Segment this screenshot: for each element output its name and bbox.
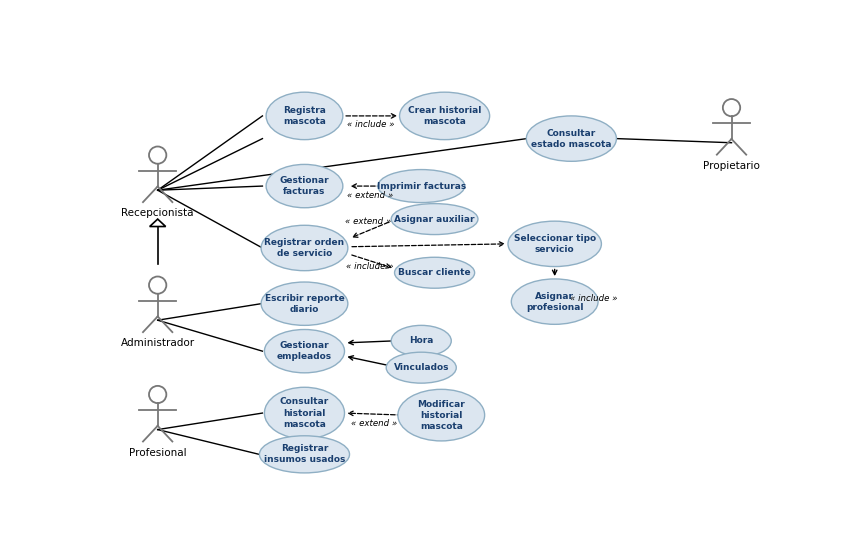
Text: Registrar
insumos usados: Registrar insumos usados	[263, 444, 345, 464]
Text: « include »: « include »	[346, 263, 393, 271]
Ellipse shape	[266, 92, 343, 140]
Text: Recepcionista: Recepcionista	[121, 209, 194, 218]
Ellipse shape	[378, 169, 465, 203]
Text: Gestionar
facturas: Gestionar facturas	[280, 176, 329, 196]
Text: Modificar
historial
mascota: Modificar historial mascota	[418, 399, 465, 431]
Text: Consultar
estado mascota: Consultar estado mascota	[531, 129, 611, 148]
Text: « extend »: « extend »	[347, 191, 393, 199]
Text: Asignar
profesional: Asignar profesional	[526, 292, 584, 312]
Ellipse shape	[387, 352, 456, 383]
Text: « extend »: « extend »	[351, 419, 398, 428]
Text: Administrador: Administrador	[121, 338, 195, 348]
Ellipse shape	[391, 204, 478, 235]
Text: Imprimir facturas: Imprimir facturas	[376, 182, 466, 191]
Ellipse shape	[264, 388, 344, 439]
Ellipse shape	[511, 279, 598, 324]
Text: Vinculados: Vinculados	[393, 363, 449, 372]
Text: Asignar auxiliar: Asignar auxiliar	[394, 214, 474, 224]
Ellipse shape	[261, 282, 348, 325]
Ellipse shape	[259, 436, 350, 473]
Text: « include »: « include »	[570, 294, 617, 303]
Text: Crear historial
mascota: Crear historial mascota	[408, 106, 481, 126]
Text: « extend »: « extend »	[344, 218, 391, 227]
Text: Consultar
historial
mascota: Consultar historial mascota	[280, 398, 329, 429]
Ellipse shape	[394, 257, 474, 288]
Text: Buscar cliente: Buscar cliente	[399, 268, 471, 277]
Text: Registra
mascota: Registra mascota	[283, 106, 326, 126]
Ellipse shape	[398, 389, 485, 441]
Ellipse shape	[266, 165, 343, 208]
Text: « include »: « include »	[348, 121, 395, 130]
Text: Gestionar
empleados: Gestionar empleados	[277, 341, 332, 361]
Text: Propietario: Propietario	[703, 161, 760, 171]
Ellipse shape	[400, 92, 490, 140]
Text: Seleccionar tipo
servicio: Seleccionar tipo servicio	[514, 234, 596, 254]
Ellipse shape	[508, 221, 601, 266]
Text: Registrar orden
de servicio: Registrar orden de servicio	[264, 238, 344, 258]
Text: Hora: Hora	[409, 337, 433, 345]
Ellipse shape	[264, 330, 344, 373]
Ellipse shape	[526, 116, 616, 161]
Ellipse shape	[261, 225, 348, 271]
Ellipse shape	[391, 325, 451, 356]
Text: Escribir reporte
diario: Escribir reporte diario	[264, 294, 344, 314]
Text: Profesional: Profesional	[129, 448, 187, 458]
